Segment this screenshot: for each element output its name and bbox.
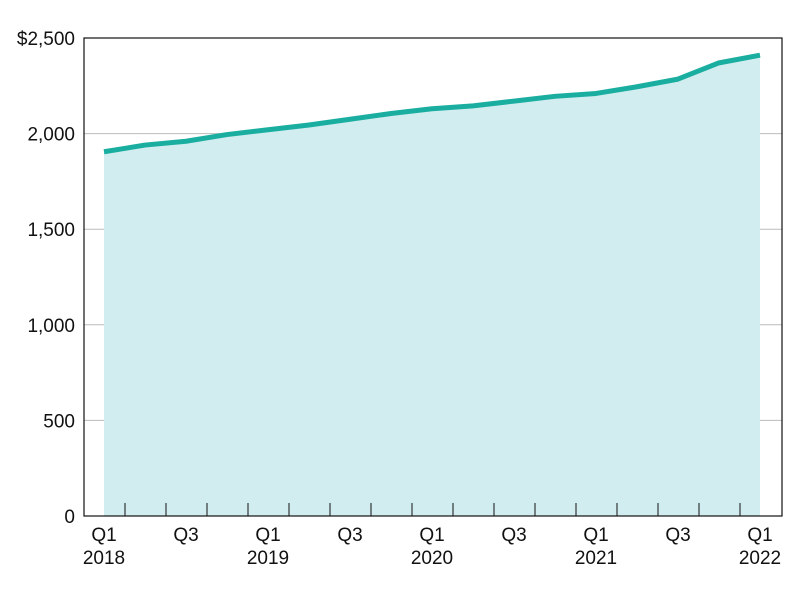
y-tick-label: 1,000 — [27, 316, 75, 337]
plot-frame — [83, 37, 783, 517]
x-tick-label: Q1 — [583, 525, 608, 546]
x-tick-label: Q3 — [665, 525, 690, 546]
x-tick-label: Q1 — [91, 525, 116, 546]
x-tick-label: Q1 — [419, 525, 444, 546]
x-tick-label: 2018 — [83, 548, 125, 569]
x-axis-ticks — [83, 503, 741, 516]
area-fill — [104, 55, 760, 516]
y-tick-label: 0 — [64, 507, 75, 528]
x-tick-label: Q1 — [747, 525, 772, 546]
x-tick-label: Q3 — [173, 525, 198, 546]
x-tick-label: 2019 — [247, 548, 289, 569]
x-tick-label: Q3 — [501, 525, 526, 546]
y-tick-label: 500 — [43, 411, 75, 432]
x-tick-label: 2020 — [411, 548, 453, 569]
x-tick-label: 2022 — [739, 548, 781, 569]
y-tick-label: 2,000 — [27, 125, 75, 146]
series-line — [103, 52, 761, 155]
x-tick-label: 2021 — [575, 548, 617, 569]
y-axis-labels: 0 500 1,000 1,500 2,000 $2,500 — [17, 29, 75, 528]
y-tick-label: 1,500 — [27, 220, 75, 241]
y-tick-label: $2,500 — [17, 29, 75, 50]
x-tick-label: Q1 — [255, 525, 280, 546]
x-tick-label: Q3 — [337, 525, 362, 546]
